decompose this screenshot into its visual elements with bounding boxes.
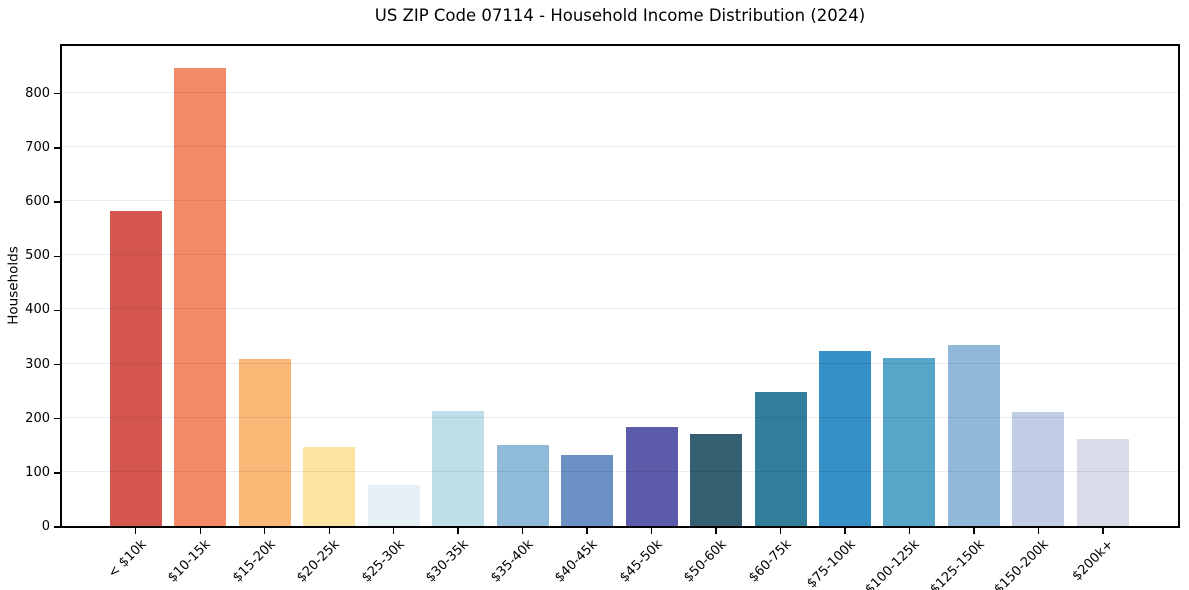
x-tick-mark [973, 528, 975, 534]
x-tick-mark [586, 528, 588, 534]
bar-35-40k [496, 444, 549, 526]
y-tick-mark [54, 417, 60, 420]
y-tick-label: 400 [25, 302, 50, 318]
x-tick-mark [779, 528, 782, 534]
bar-10-15k [174, 67, 227, 526]
gridline-y-600 [62, 200, 1178, 202]
bar-75-100k [818, 350, 871, 526]
x-tick-mark [328, 528, 330, 534]
bar-25-30k [367, 484, 420, 526]
y-tick-mark [54, 309, 60, 312]
x-tick-mark [908, 528, 911, 534]
x-tick-mark [457, 528, 459, 534]
gridline-y-700 [62, 145, 1178, 147]
x-tick-mark [264, 528, 266, 534]
y-tick-mark [54, 147, 60, 149]
bar-150-200k [1012, 412, 1065, 526]
x-tick-mark [135, 528, 137, 534]
y-tick-mark [54, 201, 60, 203]
bar-40-45k [561, 455, 614, 526]
y-tick-mark [54, 472, 60, 474]
bar-100-125k [883, 358, 936, 526]
y-tick-label: 700 [25, 139, 50, 155]
bar-50-60k [690, 433, 743, 526]
plot-area [60, 44, 1180, 528]
gridline-y-100 [62, 470, 1178, 472]
gridline-y-400 [62, 308, 1178, 310]
x-tick-label: < $10k [105, 537, 150, 582]
y-tick-mark [54, 526, 60, 528]
y-tick-label: 100 [25, 464, 50, 480]
gridline-y-800 [62, 91, 1178, 93]
x-tick-mark [844, 528, 846, 534]
bar-125-150k [947, 345, 1000, 526]
bar-15-20k [238, 359, 291, 526]
y-tick-label: 200 [25, 410, 50, 426]
x-tick-mark [715, 528, 717, 534]
y-tick-mark [54, 93, 60, 95]
x-tick-mark [521, 528, 524, 534]
gridline-y-300 [62, 362, 1178, 364]
y-tick-label: 300 [25, 356, 50, 372]
x-tick-mark [650, 528, 653, 534]
y-tick-label: 800 [25, 85, 50, 101]
y-tick-label: 500 [25, 248, 50, 264]
y-tick-mark [54, 255, 60, 257]
y-tick-mark [54, 363, 60, 366]
bar-20-25k [303, 446, 356, 526]
x-tick-mark [199, 528, 201, 534]
chart-title: US ZIP Code 07114 - Household Income Dis… [374, 6, 866, 25]
bar-60-75k [754, 392, 807, 526]
bar-10k [109, 210, 162, 526]
y-tick-label: 600 [25, 194, 50, 210]
gridline-y-200 [62, 416, 1178, 418]
bar-30-35k [432, 411, 485, 526]
y-tick-label: 0 [41, 519, 50, 534]
bar-200k [1076, 439, 1129, 526]
x-tick-mark [392, 528, 395, 534]
x-tick-mark [1102, 528, 1104, 534]
y-axis-label: Households [5, 246, 22, 325]
bar-45-50k [625, 427, 678, 526]
x-tick-mark [1037, 528, 1040, 534]
gridline-y-500 [62, 254, 1178, 256]
